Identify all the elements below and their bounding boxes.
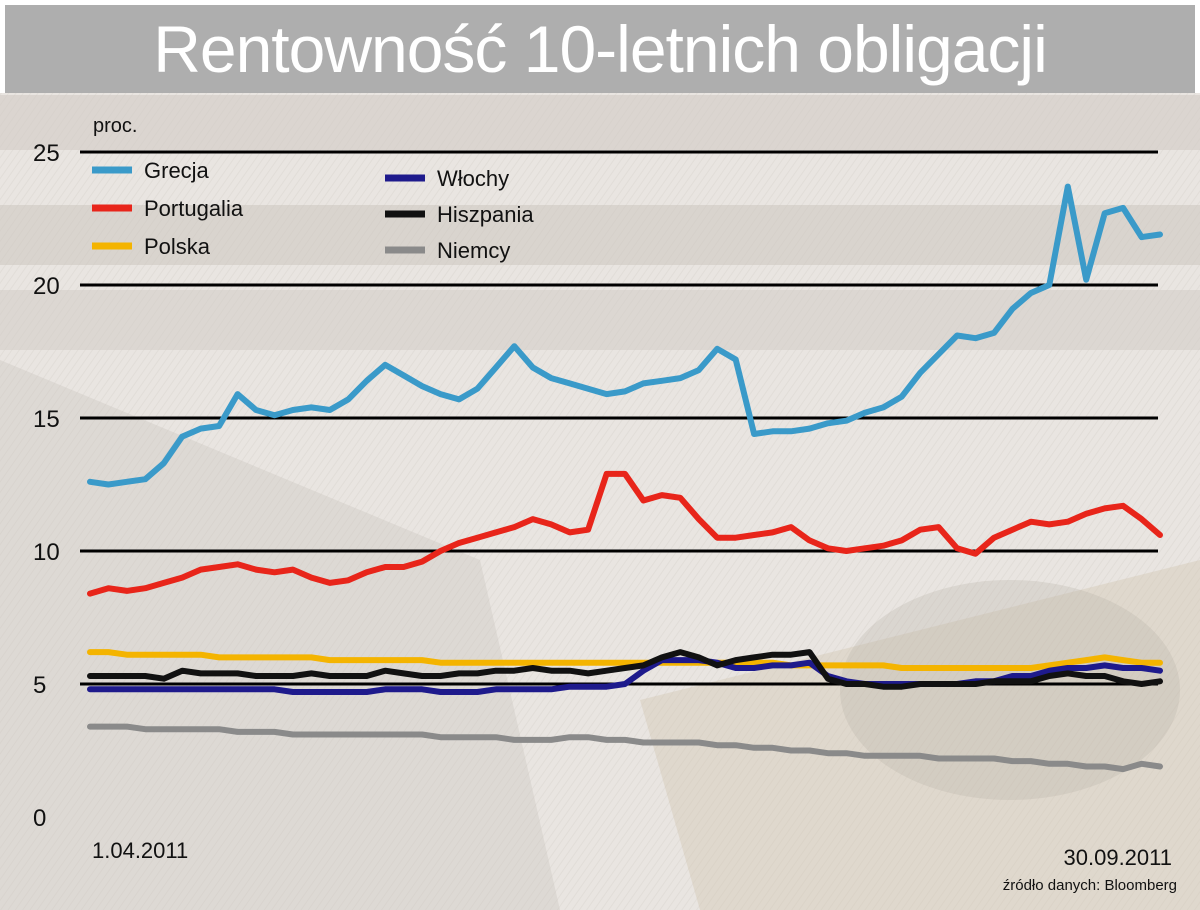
y-tick-label: 10 — [33, 539, 60, 566]
source-note: źródło danych: Bloomberg — [1003, 877, 1177, 894]
legend-label: Grecja — [144, 158, 210, 183]
legend-item: Hiszpania — [385, 202, 534, 227]
legend-label: Polska — [144, 234, 211, 259]
legend-label: Włochy — [437, 166, 509, 191]
y-tick-label: 15 — [33, 406, 60, 433]
legend-item: Polska — [92, 234, 211, 259]
y-tick-label: 25 — [33, 140, 60, 167]
y-axis-label: proc. — [93, 115, 137, 137]
title-band — [5, 5, 1195, 93]
series-3 — [87, 649, 1163, 671]
y-tick-label: 0 — [33, 805, 46, 832]
y-tick-label: 20 — [33, 273, 60, 300]
legend-item: Portugalia — [92, 196, 244, 221]
x-tick-label: 1.04.2011 — [92, 838, 188, 863]
series-6 — [87, 723, 1163, 773]
series-line — [87, 723, 1163, 773]
series-2 — [87, 470, 1163, 597]
chart-title: Rentowność 10-letnich obligacji — [153, 12, 1048, 86]
series-line — [87, 470, 1163, 597]
y-tick-label: 5 — [33, 672, 46, 699]
legend-item: Włochy — [385, 166, 509, 191]
legend-item: Grecja — [92, 158, 210, 183]
legend-label: Portugalia — [144, 196, 244, 221]
series-1 — [87, 183, 1163, 488]
series-5 — [87, 649, 1163, 690]
series-line — [87, 649, 1163, 671]
legend-label: Hiszpania — [437, 202, 534, 227]
legend: Grecja Portugalia Polska Włochy Hiszpania Nie… — [92, 158, 534, 263]
banknote-background — [0, 93, 1200, 910]
series-line — [87, 183, 1163, 488]
legend-item: Niemcy — [385, 238, 510, 263]
series-line — [87, 649, 1163, 690]
legend-label: Niemcy — [437, 238, 510, 263]
x-tick-label: 30.09.2011 — [1064, 845, 1172, 870]
